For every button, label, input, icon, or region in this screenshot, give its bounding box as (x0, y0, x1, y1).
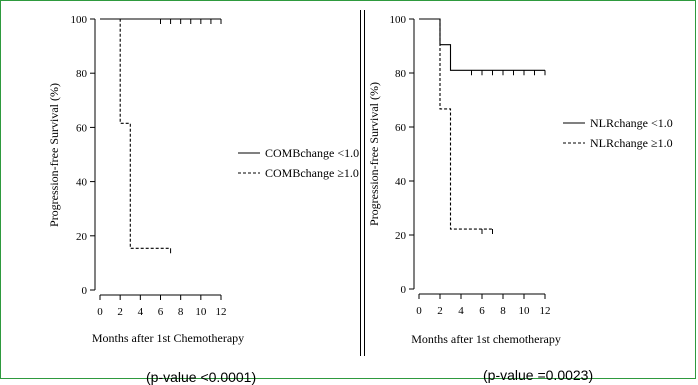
right-legend-label-1: NLRchange ≥1.0 (590, 136, 673, 150)
right-y-axis-label: Progression-free Survival (%) (367, 82, 381, 226)
right-x-tick-label-4: 8 (500, 305, 506, 317)
left-y-axis-label: Progression-free Survival (%) (47, 83, 61, 227)
right-x-tick-label-1: 2 (437, 305, 443, 317)
left-x-tick-label-0: 0 (97, 306, 103, 318)
left-x-tick-label-6: 12 (216, 306, 227, 318)
left-y-tick-label-5: 100 (71, 14, 88, 26)
right-legend-label-0: NLRchange <1.0 (590, 116, 673, 130)
left-x-tick-label-4: 8 (178, 306, 184, 318)
right-x-tick-label-6: 12 (540, 305, 551, 317)
right-series-1-line (419, 18, 493, 230)
right-series-0-line (419, 18, 545, 71)
right-x-tick-label-5: 10 (519, 305, 531, 317)
left-x-tick-label-5: 10 (195, 306, 207, 318)
left-y-tick-label-1: 20 (76, 231, 88, 243)
left-y-tick-label-3: 60 (76, 122, 88, 134)
panel-divider-line-1 (360, 10, 361, 356)
left-x-tick-label-3: 6 (158, 306, 164, 318)
right-x-tick-label-0: 0 (416, 305, 422, 317)
km-chart-nlrchange: 0 20 40 60 80 100 0 2 4 6 8 10 12 Months after 1st ch… (367, 14, 673, 346)
left-y-tick-label-4: 80 (76, 68, 88, 80)
right-y-tick-label-4: 80 (395, 68, 407, 80)
km-chart-combchange: 0 20 40 60 80 100 0 2 4 6 8 10 12 Months after 1st Ch… (47, 14, 359, 345)
left-y-tick-label-2: 40 (76, 177, 88, 189)
right-x-axis-label: Months after 1st chemotherapy (411, 332, 561, 346)
right-y-tick-label-3: 60 (395, 122, 407, 134)
left-x-axis-label: Months after 1st Chemotherapy (92, 331, 244, 345)
right-y-tick-label-5: 100 (390, 14, 407, 26)
p-value-right: (p-value =0.0023) (483, 367, 594, 383)
left-series-1-line (100, 18, 171, 249)
right-x-tick-label-2: 4 (458, 305, 464, 317)
left-legend-label-1: COMBchange ≥1.0 (265, 166, 359, 180)
right-y-tick-label-1: 20 (395, 230, 407, 242)
left-x-tick-label-2: 4 (138, 306, 144, 318)
left-legend-label-0: COMBchange <1.0 (265, 146, 359, 160)
panel-divider-line-2 (364, 10, 365, 356)
right-y-tick-label-0: 0 (401, 284, 407, 296)
right-y-tick-label-2: 40 (395, 176, 407, 188)
left-y-tick-label-0: 0 (82, 285, 88, 297)
p-value-left: (p-value <0.0001) (146, 369, 257, 385)
left-x-tick-label-1: 2 (117, 306, 123, 318)
right-x-tick-label-3: 6 (479, 305, 485, 317)
